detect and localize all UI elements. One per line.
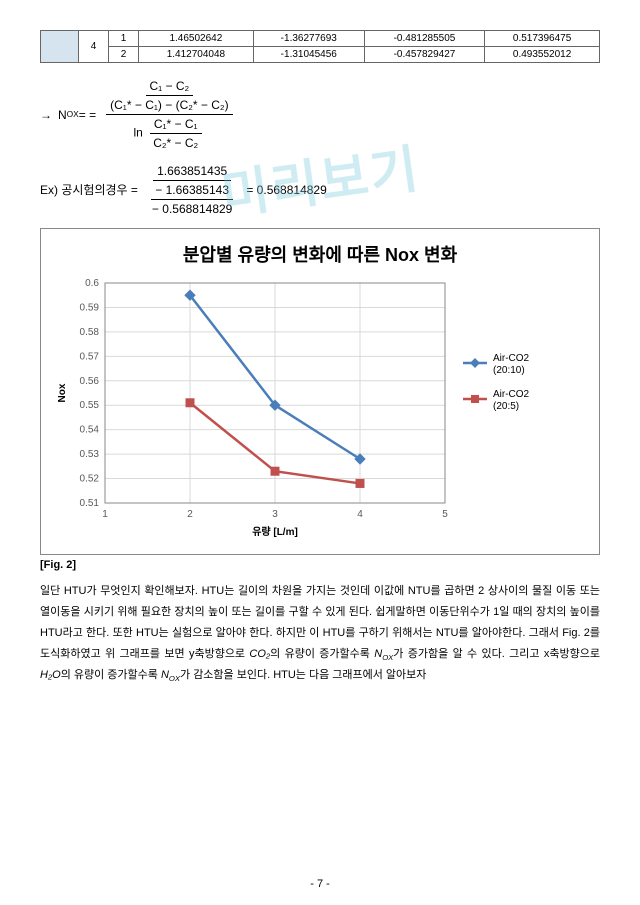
data-table: 4 1 1.46502642 -1.36277693 -0.481285505 … [40,30,600,63]
table-v3-1: -0.481285505 [364,31,484,47]
svg-text:(20:5): (20:5) [493,401,519,412]
svg-text:유량 [L/m]: 유량 [L/m] [252,526,298,538]
svg-text:2: 2 [187,509,193,520]
formula-lhs: N [58,106,67,124]
svg-text:0.6: 0.6 [85,278,99,289]
formula-den-inner-den: C₂* − C₂ [149,134,202,152]
table-v1-2: 1.412704048 [139,47,254,63]
svg-text:(20:10): (20:10) [493,365,525,376]
table-left-header [41,31,79,63]
svg-text:0.52: 0.52 [80,474,100,485]
svg-text:0.58: 0.58 [80,327,100,338]
h2o-symbol: H₂O [40,669,61,681]
formula-lhs-sub: OX [67,108,79,121]
chart-svg: 0.6 0.59 0.58 0.57 0.56 0.55 0.54 0.53 0.52 0.511… [49,273,589,543]
formula-den-line1: (C₁* − C₁) − (C₂* − C₂) [106,96,232,115]
svg-text:0.51: 0.51 [80,498,100,509]
co2-symbol: CO₂ [249,648,270,660]
example-formula: Ex) 공시험의경우 = 1.663851435 − 1.66385143 − … [40,162,600,218]
svg-text:Air-CO2: Air-CO2 [493,389,530,400]
page-number: - 7 - [0,878,640,890]
example-label: Ex) 공시험의경우 = [40,181,138,199]
body-p3: 가 증가함을 알 수 있다. 그리고 x축방향으로 [393,648,600,660]
svg-text:0.53: 0.53 [80,449,100,460]
svg-text:0.56: 0.56 [80,376,100,387]
table-v3-2: -0.457829427 [364,47,484,63]
svg-text:Nox: Nox [57,383,68,402]
svg-text:Air-CO2: Air-CO2 [493,353,530,364]
table-v2-1: -1.36277693 [253,31,364,47]
example-den-l2: − 0.568814829 [148,200,236,218]
body-p2: 의 유량이 증가할수록 [270,648,374,660]
arrow-label: → [40,106,52,124]
formula-den-inner-num: C₁* − C₁ [150,115,202,134]
svg-text:0.55: 0.55 [80,400,100,411]
formula-numerator: C₁ − C₂ [146,77,194,96]
table-v2-2: -1.31045456 [253,47,364,63]
body-paragraph: 일단 HTU가 무엇인지 확인해보자. HTU는 길이의 차원을 가지는 것인데… [40,581,600,687]
chart-container: 분압별 유량의 변화에 따른 Nox 변화 0.6 0.59 0.58 0.57 0.5… [40,228,600,555]
svg-text:5: 5 [442,509,448,520]
svg-text:3: 3 [272,509,278,520]
svg-text:0.59: 0.59 [80,302,100,313]
formula-ln: ln [134,126,143,140]
svg-text:0.57: 0.57 [80,351,100,362]
table-v4-1: 0.517396475 [485,31,600,47]
table-idx-1: 1 [109,31,139,47]
table-idx-2: 2 [109,47,139,63]
table-group-cell: 4 [79,31,109,63]
example-den-l1: − 1.66385143 [151,181,233,200]
nox-symbol: NOX [374,648,393,660]
formula-nox: → NOX = = C₁ − C₂ (C₁* − C₁) − (C₂* − C₂… [40,77,600,152]
figure-label: [Fig. 2] [40,559,600,571]
table-v4-2: 0.493552012 [485,47,600,63]
svg-text:1: 1 [102,509,108,520]
body-p4: 의 유량이 증가할수록 [61,669,161,681]
svg-text:4: 4 [357,509,363,520]
chart-title: 분압별 유량의 변화에 따른 Nox 변화 [49,241,591,267]
svg-text:0.54: 0.54 [80,425,100,436]
body-p5: 가 감소함을 보인다. HTU는 다음 그래프에서 알아보자 [180,669,426,681]
formula-eq: = = [79,106,96,124]
example-result: = 0.568814829 [246,181,326,199]
example-num: 1.663851435 [153,162,231,181]
table-v1-1: 1.46502642 [139,31,254,47]
nox-symbol-2: NOX [161,669,180,681]
